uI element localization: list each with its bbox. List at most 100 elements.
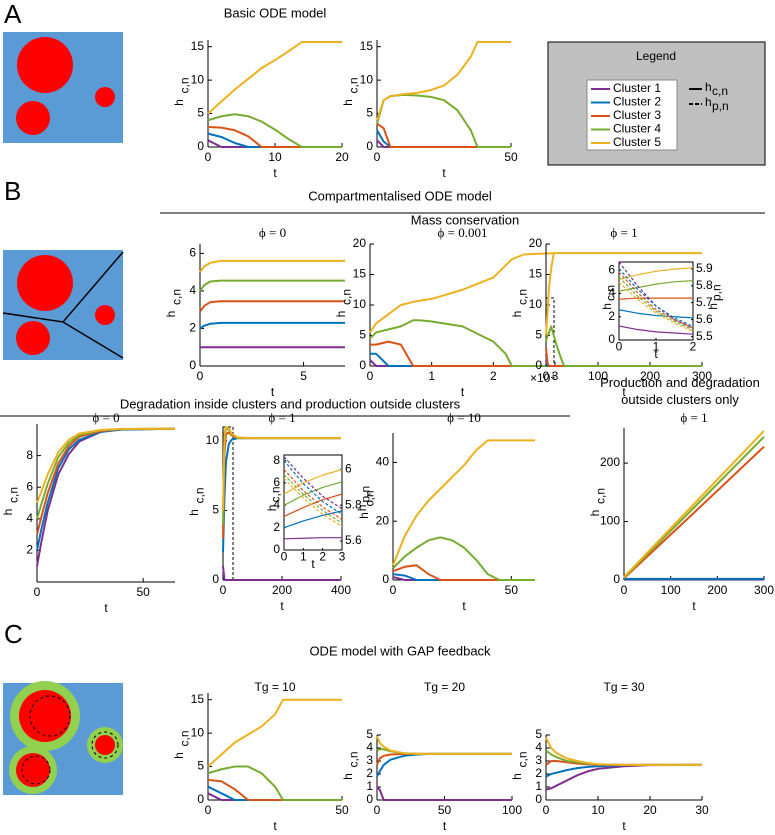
x-tick-label: 5 [300,369,307,383]
axis-label-main: h [510,773,524,780]
y-tick-label: 15 [191,39,205,53]
x-tick-label: 50 [438,803,452,817]
axis-label-sub: c,n [515,751,529,767]
series-line [376,752,512,778]
heading: Degradation inside clusters and producti… [120,396,461,411]
x-tick-label: 100 [588,369,608,383]
x-tick-label: 50 [504,150,518,164]
axis-label-main: h [172,99,186,106]
panel-label: A [4,0,22,29]
series-line [392,536,535,581]
x-tick-label: 0 [197,369,204,383]
y-tick-label: 4 [273,497,280,511]
x-tick-label: 2 [490,369,497,383]
x-tick-label: 1 [653,339,660,353]
series-line [283,474,343,524]
x-axis-label: t [311,557,315,571]
chart-title: Tg = 20 [424,680,465,694]
series-line [283,468,343,495]
axis-label-main: h [510,311,524,318]
legend-style-label: h [705,80,712,94]
y-tick-label: 10 [360,72,374,86]
x-tick-label: 0 [367,369,374,383]
axis-label: hc,n [588,488,607,516]
x-tick-label: 0 [220,583,227,597]
axis-label: h c,n [510,751,529,779]
axis-label: hc,n [172,730,191,758]
y-tick-label: 4 [366,740,373,754]
schematic [2,250,124,360]
series-line [36,427,176,504]
x-tick-label: 2 [690,339,697,353]
x-tick-label: 0 [543,803,550,817]
y-tick-label: 0 [366,792,373,806]
axis-label-main: h [1,509,15,516]
y-tick-label: 2 [273,520,280,534]
series-line [283,477,343,528]
x-axis-label: t [654,347,658,361]
schematic [3,32,123,143]
y-tick-label: 4 [26,511,33,525]
y-tick-label: 0 [197,792,204,806]
series-line [376,93,511,148]
y-tick-label: 4 [189,283,196,297]
series-line [376,129,511,148]
axis-label-main: h [265,505,279,512]
y-tick-label: 2 [26,543,33,557]
heading: Compartmentalised ODE model [308,188,492,203]
y-tick-label: 6 [26,479,33,493]
x-axis-label: t [692,599,696,613]
x-tick-label: 0 [34,585,41,599]
series-line [283,493,343,518]
y-tick-label: 5 [535,328,542,342]
axis-label: hc,n [357,490,376,518]
series-line [376,786,512,801]
x-axis-label: t [280,599,284,613]
axis-label: h p,n [706,284,723,309]
series-line [545,353,702,367]
axis-label: hc,n [334,289,353,317]
chart-title: ϕ = 10 [447,410,481,425]
axis-label: hc,n [341,77,360,105]
x-tick-label: 200 [707,583,727,597]
series-line [376,41,511,121]
y-tick-label: 10 [353,297,367,311]
x-multiplier: ×10⁴ [530,371,556,385]
y-tick-label: 3 [535,753,542,767]
chart-title: ϕ = 1 [680,410,707,425]
series-line [199,279,345,292]
legend-label: Cluster 1 [613,81,661,95]
y-tick-label: 15 [191,692,205,706]
y-tick-label: 20 [529,236,543,250]
y-tick-label: 0 [189,358,196,372]
axis-label-main: h [187,509,201,516]
series-line [545,325,702,367]
series-line [370,340,555,367]
axis-label-sub: c,n [6,487,20,503]
series-line [392,564,535,581]
series-line [618,271,694,329]
series-line [618,267,694,281]
schematic [3,681,123,795]
chart-title: ϕ = 0 [259,225,286,240]
series-line [369,319,555,367]
series-line [618,309,694,319]
x-axis-label: t [622,385,626,399]
axis-label-sub: c,n [593,488,607,504]
y-tick-label: 2 [189,321,196,335]
axis-label-sub: c,n [515,289,529,305]
heading: ODE model with GAP feedback [309,643,491,658]
y-tick-label: 5 [366,727,373,741]
y-tick-label: 0 [608,332,615,346]
axis-label-sub: c,n [603,285,617,301]
axis-label-sub: c,n [177,77,191,93]
y-tick-label: 4 [535,740,542,754]
heading: Basic ODE model [224,5,327,20]
y-tick-label: 0 [212,572,219,586]
x-axis-label: t [443,819,447,833]
series-line [207,113,342,148]
series-line [207,41,342,115]
heading: Mass conservation [411,212,519,227]
series-line [283,456,343,510]
series-line [623,445,765,579]
